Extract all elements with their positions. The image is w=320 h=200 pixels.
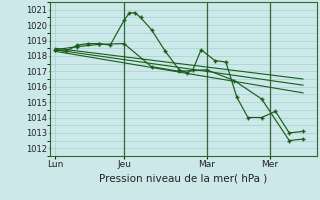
X-axis label: Pression niveau de la mer( hPa ): Pression niveau de la mer( hPa ) [99,173,267,183]
